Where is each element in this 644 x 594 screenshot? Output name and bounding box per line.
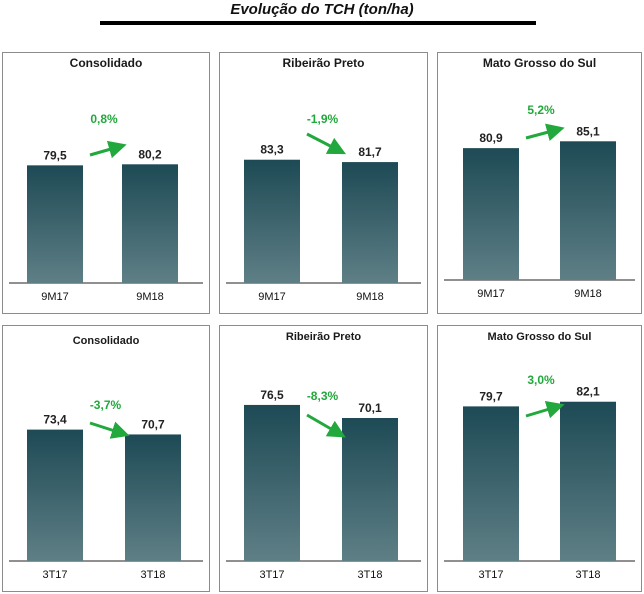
x-tick-label: 9M18 [356,291,384,303]
chart-title: Consolidado [73,335,140,347]
bar-value-label: 82,1 [576,385,600,399]
bar-value-label: 83,3 [260,143,284,157]
chart-panel: Mato Grosso do Sul 79,7 3T17 82,1 3T18 3,0% [437,325,642,592]
x-tick-label: 3T18 [575,569,600,581]
chart-title: Consolidado [70,56,143,70]
change-percent-label: -1,9% [307,112,339,126]
chart-title: Mato Grosso do Sul [488,331,592,343]
bar [27,165,83,283]
x-tick-label: 3T17 [42,569,67,581]
bar-value-label: 70,7 [141,417,165,431]
chart-svg: Mato Grosso do Sul 79,7 3T17 82,1 3T18 3,0% [444,331,635,581]
x-tick-label: 9M17 [477,288,505,300]
bar-value-label: 76,5 [260,388,284,402]
bar [125,434,181,561]
x-tick-label: 3T18 [357,569,382,581]
bar-value-label: 70,1 [358,401,382,415]
chart-svg: Consolidado 73,4 3T17 70,7 3T18 -3,7% [9,335,203,581]
change-percent-label: 5,2% [527,103,555,117]
page-title: Evolução do TCH (ton/ha) [230,1,414,18]
bar [463,406,519,561]
x-tick-label: 9M17 [41,291,69,303]
bar [560,141,616,280]
change-percent-label: -8,3% [307,389,339,403]
chart-title: Ribeirão Preto [286,331,361,343]
x-tick-label: 3T17 [478,569,503,581]
bar [122,164,178,283]
change-arrow [306,132,346,155]
chart-panel: Ribeirão Preto 83,3 9M17 81,7 9M18 -1,9% [219,52,428,314]
x-tick-label: 3T17 [259,569,284,581]
change-arrow [89,421,130,439]
bar [244,159,300,283]
chart-svg: Ribeirão Preto 83,3 9M17 81,7 9M18 -1,9% [226,56,421,303]
chart-panel: Consolidado 73,4 3T17 70,7 3T18 -3,7% [2,325,210,592]
bar [342,417,398,561]
bar-value-label: 85,1 [576,124,600,138]
chart-title: Ribeirão Preto [282,56,364,70]
bar-value-label: 80,9 [479,131,503,145]
bar [560,401,616,561]
title-underline [100,21,536,25]
x-tick-label: 3T18 [140,569,165,581]
change-arrow [306,413,346,438]
chart-panel: Ribeirão Preto 76,5 3T17 70,1 3T18 -8,3% [219,325,428,592]
bar-value-label: 73,4 [43,413,67,427]
change-arrow [525,123,565,142]
chart-svg: Consolidado 79,5 9M17 80,2 9M18 0,8% [9,56,203,303]
x-tick-label: 9M17 [258,291,286,303]
chart-svg: Mato Grosso do Sul 80,9 9M17 85,1 9M18 5,2% [444,56,635,300]
chart-title: Mato Grosso do Sul [483,56,596,70]
change-percent-label: -3,7% [90,398,122,412]
bar [27,429,83,561]
bar [463,148,519,280]
bar-value-label: 79,5 [43,148,67,162]
bar [244,404,300,561]
x-tick-label: 9M18 [574,288,602,300]
change-percent-label: 3,0% [527,373,555,387]
bar-value-label: 81,7 [358,145,382,159]
bar-value-label: 80,2 [138,147,162,161]
chart-panel: Mato Grosso do Sul 80,9 9M17 85,1 9M18 5,2% [437,52,642,314]
change-arrow [525,400,565,419]
change-percent-label: 0,8% [90,112,118,126]
change-arrow [89,140,127,159]
chart-svg: Ribeirão Preto 76,5 3T17 70,1 3T18 -8,3% [226,331,421,581]
bar-value-label: 79,7 [479,389,503,403]
x-tick-label: 9M18 [136,291,164,303]
chart-panel: Consolidado 79,5 9M17 80,2 9M18 0,8% [2,52,210,314]
bar [342,162,398,283]
